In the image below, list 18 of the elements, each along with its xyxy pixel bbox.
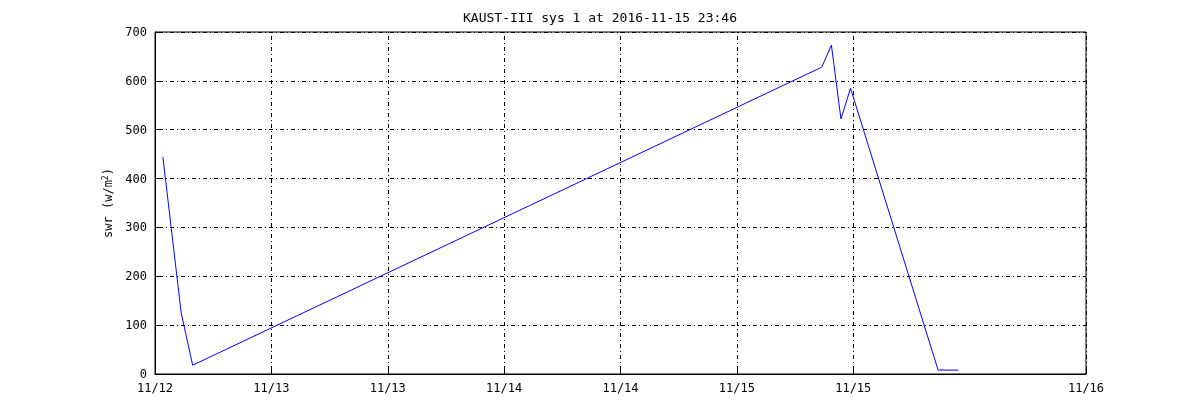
x-tick-label: 11/13 (369, 381, 406, 395)
x-tick-label: 11/15 (718, 381, 755, 395)
y-tick-label: 400 (125, 171, 147, 186)
x-tick-label: 11/14 (486, 381, 523, 395)
chart-title: KAUST-III sys 1 at 2016-11-15 23:46 (463, 10, 737, 25)
x-tick-label: 11/13 (253, 381, 290, 395)
x-tick-label: 11/12 (136, 381, 174, 395)
y-tick-label: 200 (125, 269, 147, 284)
x-tick-label: 11/14 (602, 381, 639, 395)
y-tick-label: 0 (139, 367, 147, 381)
y-tick-label: 500 (125, 122, 147, 137)
x-tick-label: 11/15 (835, 381, 872, 395)
x-tick-label: 11/16 (1067, 381, 1105, 395)
y-tick-label: 300 (125, 220, 147, 235)
line-series (162, 44, 959, 371)
y-tick-label: 700 (125, 25, 147, 39)
y-tick-label: 600 (125, 73, 147, 88)
y-tick-label: 100 (125, 318, 147, 333)
